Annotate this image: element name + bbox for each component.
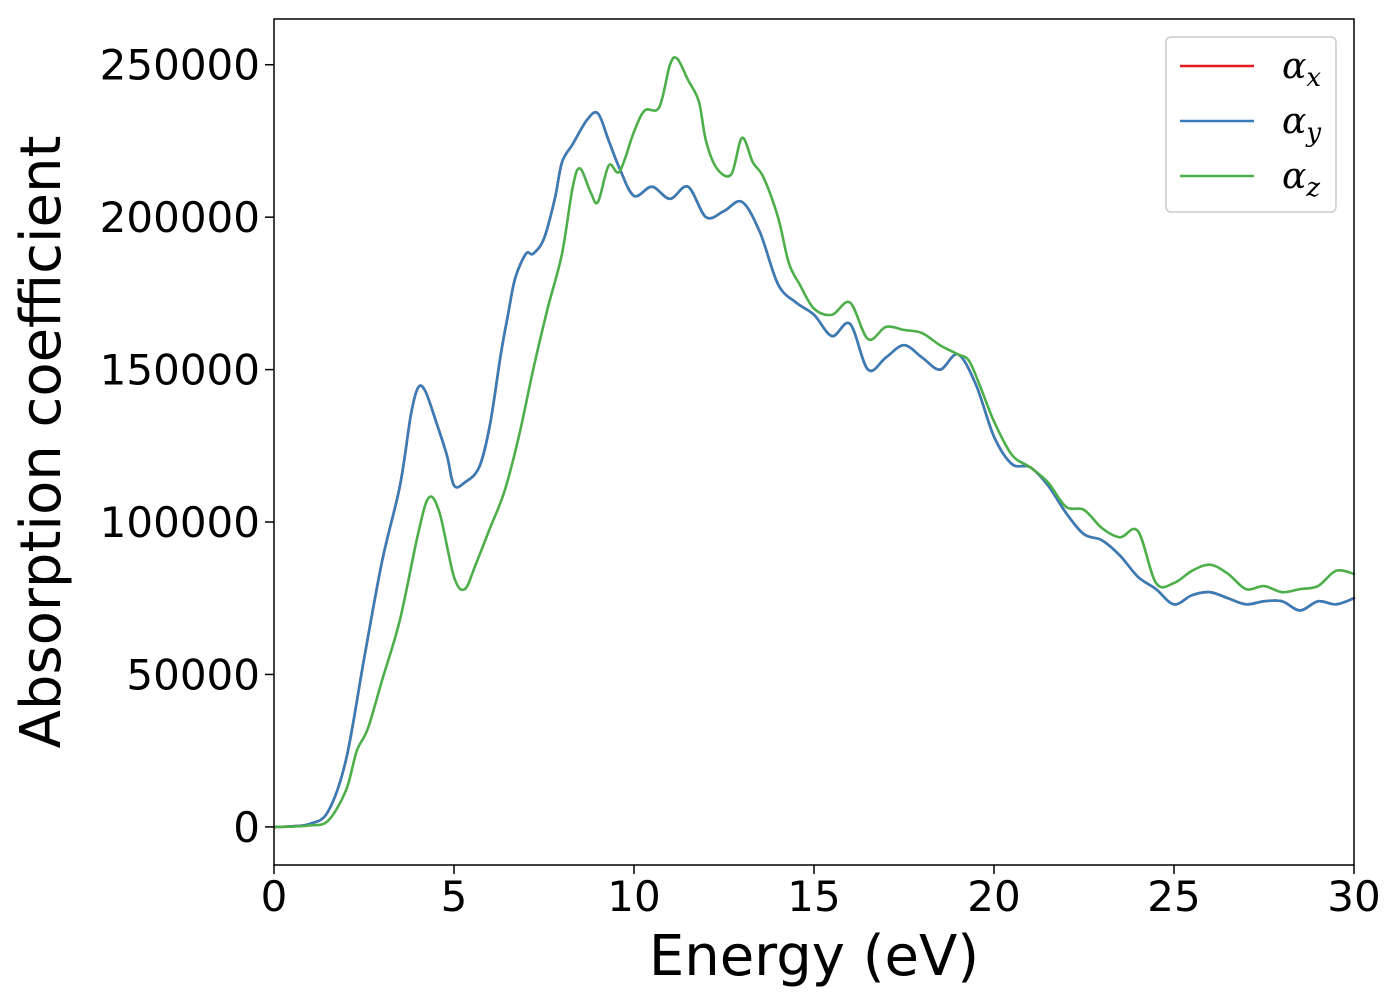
series-line-y [272,110,1356,829]
x-tick-label: 0 [261,872,288,921]
series-group [272,56,1356,829]
x-tick-label: 20 [967,872,1020,921]
y-axis: 0 50000 100000 150000 200000 250000 [100,41,274,852]
legend-label-z: αz [1282,156,1320,203]
x-tick-label: 10 [607,872,660,921]
x-tick-label: 30 [1327,872,1380,921]
x-tick-label: 15 [787,872,840,921]
legend-label-x: αx [1282,46,1321,93]
y-tick-label: 200000 [100,193,260,242]
y-tick-label: 50000 [126,650,260,699]
x-tick-label: 25 [1147,872,1200,921]
y-axis-label: Absorption coefficient [9,136,74,749]
legend-box [1165,36,1337,213]
y-tick-label: 0 [233,803,260,852]
legend-label-y: αy [1282,101,1321,148]
y-tick-label: 150000 [100,346,260,395]
series-line-z [272,56,1356,829]
legend: αx αy αz [1165,36,1337,213]
y-tick-label: 250000 [100,41,260,90]
x-axis: 0 5 10 15 20 25 30 [261,865,1381,921]
y-tick-label: 100000 [100,498,260,547]
x-tick-label: 5 [441,872,468,921]
x-axis-label: Energy (eV) [649,924,979,989]
